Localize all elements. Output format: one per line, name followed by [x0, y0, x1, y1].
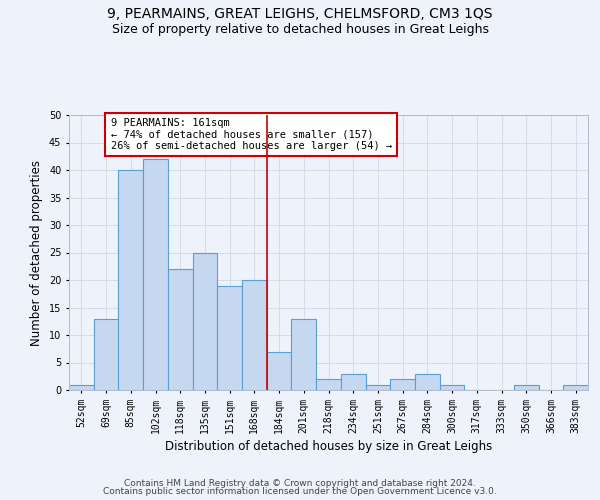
Bar	[267, 352, 292, 390]
Bar	[193, 252, 217, 390]
Bar	[168, 269, 193, 390]
Bar	[69, 384, 94, 390]
Bar	[94, 318, 118, 390]
Text: 9, PEARMAINS, GREAT LEIGHS, CHELMSFORD, CM3 1QS: 9, PEARMAINS, GREAT LEIGHS, CHELMSFORD, …	[107, 8, 493, 22]
Bar	[563, 384, 588, 390]
Text: Contains HM Land Registry data © Crown copyright and database right 2024.: Contains HM Land Registry data © Crown c…	[124, 478, 476, 488]
Bar	[316, 379, 341, 390]
Text: Contains public sector information licensed under the Open Government Licence v3: Contains public sector information licen…	[103, 487, 497, 496]
Bar	[390, 379, 415, 390]
Bar	[143, 159, 168, 390]
Bar	[341, 374, 365, 390]
Bar	[365, 384, 390, 390]
Text: Size of property relative to detached houses in Great Leighs: Size of property relative to detached ho…	[112, 22, 488, 36]
Bar	[242, 280, 267, 390]
X-axis label: Distribution of detached houses by size in Great Leighs: Distribution of detached houses by size …	[165, 440, 492, 453]
Bar	[292, 318, 316, 390]
Text: 9 PEARMAINS: 161sqm
← 74% of detached houses are smaller (157)
26% of semi-detac: 9 PEARMAINS: 161sqm ← 74% of detached ho…	[110, 118, 392, 151]
Bar	[415, 374, 440, 390]
Bar	[118, 170, 143, 390]
Bar	[440, 384, 464, 390]
Y-axis label: Number of detached properties: Number of detached properties	[31, 160, 43, 346]
Bar	[217, 286, 242, 390]
Bar	[514, 384, 539, 390]
